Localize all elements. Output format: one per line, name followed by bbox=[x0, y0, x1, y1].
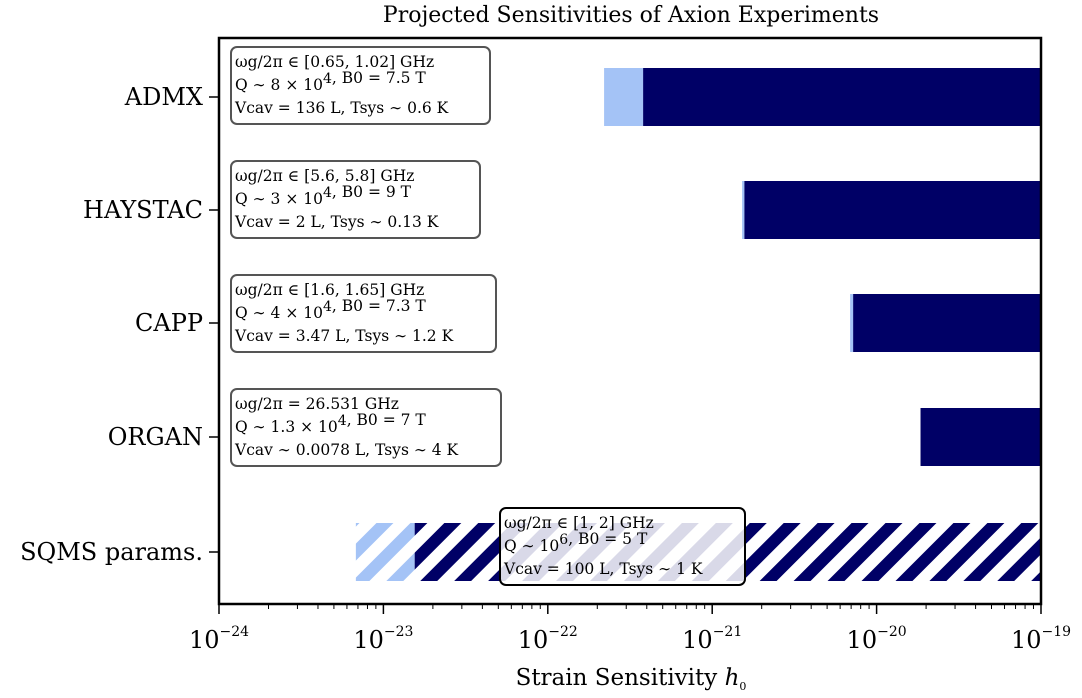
annotation-text: ωg/2π ∈ [0.65, 1.02] GHz bbox=[235, 53, 434, 71]
annotation-text: , B0 = 9 T bbox=[332, 183, 412, 201]
superscript: 4 bbox=[338, 413, 347, 429]
annotation-text: , B0 = 7.3 T bbox=[332, 297, 427, 315]
annotation-line: ωg/2π ∈ [1.6, 1.65] GHz bbox=[235, 281, 424, 299]
annotation-text: Vcav = 3.47 L, Tsys ∼ 1.2 K bbox=[234, 327, 454, 345]
annotation-line: Q ∼ 3 × 104, B0 = 9 T bbox=[235, 183, 412, 208]
y-axis: ADMX HAYSTAC CAPP ORGAN SQMS params. bbox=[20, 83, 219, 566]
annotation-text: Vcav = 100 L, Tsys ∼ 1 K bbox=[503, 560, 703, 578]
x-tick-label: 10−23 bbox=[353, 624, 413, 654]
annotation-line: Vcav = 3.47 L, Tsys ∼ 1.2 K bbox=[234, 327, 454, 345]
annotation-text: ωg/2π ∈ [1, 2] GHz bbox=[504, 514, 654, 532]
x-tick-base: 10 bbox=[189, 626, 220, 654]
annotation-frame bbox=[230, 274, 497, 353]
x-tick-label: 10−24 bbox=[189, 624, 249, 654]
x-tick-label: 10−22 bbox=[518, 624, 578, 654]
annotation-frame bbox=[230, 46, 491, 125]
annotation-text: , B0 = 7.5 T bbox=[332, 69, 427, 87]
annotation-frame bbox=[499, 507, 746, 586]
x-tick-label: 10−20 bbox=[847, 624, 907, 654]
annotation-text: Q ∼ 8 × 10 bbox=[235, 76, 323, 94]
annotation-text: ωg/2π = 26.531 GHz bbox=[235, 395, 399, 413]
x-tick-exponent: −24 bbox=[220, 624, 250, 640]
x-axis-label: Strain Sensitivity h0 bbox=[516, 665, 747, 693]
annotation-frame bbox=[230, 160, 481, 239]
superscript: 4 bbox=[323, 299, 332, 315]
annotation-line: Q ∼ 106, B0 = 5 T bbox=[504, 530, 648, 555]
annotation-line: Q ∼ 4 × 104, B0 = 7.3 T bbox=[235, 297, 426, 322]
x-axis: 10−24 10−23 10−22 10−21 10−20 10−19 bbox=[189, 604, 1071, 654]
annotation-line: ωg/2π = 26.531 GHz bbox=[235, 395, 399, 413]
bar-dark-2 bbox=[853, 294, 1041, 352]
annotation-text: Q ∼ 10 bbox=[504, 537, 559, 555]
annotation-text: Vcav ∼ 0.0078 L, Tsys ∼ 4 K bbox=[234, 441, 459, 459]
x-tick-label: 10−19 bbox=[1011, 624, 1071, 654]
y-tick-label: SQMS params. bbox=[20, 538, 203, 566]
x-axis-label-subscript: 0 bbox=[739, 680, 746, 693]
superscript: 4 bbox=[323, 71, 332, 87]
bar-light-0 bbox=[604, 68, 644, 126]
annotation-line: ωg/2π ∈ [5.6, 5.8] GHz bbox=[235, 167, 414, 185]
x-tick-exponent: −19 bbox=[1042, 624, 1072, 640]
x-tick-base: 10 bbox=[682, 626, 713, 654]
y-tick-label: CAPP bbox=[135, 309, 203, 337]
x-tick-exponent: −23 bbox=[384, 624, 414, 640]
annotation-frame bbox=[230, 388, 502, 467]
annotation-text: Vcav = 2 L, Tsys ∼ 0.13 K bbox=[234, 213, 439, 231]
annotation-text: Q ∼ 3 × 10 bbox=[235, 190, 323, 208]
annotation-text: Vcav = 136 L, Tsys ∼ 0.6 K bbox=[234, 99, 449, 117]
x-axis-label-symbol: h bbox=[725, 665, 740, 691]
annotation-text: , B0 = 7 T bbox=[347, 411, 427, 429]
x-tick-base: 10 bbox=[1011, 626, 1042, 654]
chart-title: Projected Sensitivities of Axion Experim… bbox=[383, 3, 879, 28]
annotation-line: ωg/2π ∈ [0.65, 1.02] GHz bbox=[235, 53, 434, 71]
annotation-text: , B0 = 5 T bbox=[568, 530, 648, 548]
annotation-line: Vcav = 100 L, Tsys ∼ 1 K bbox=[503, 560, 703, 578]
bar-light-1 bbox=[742, 181, 745, 239]
x-tick-base: 10 bbox=[353, 626, 384, 654]
bar-light-4 bbox=[355, 523, 415, 581]
y-tick-label: HAYSTAC bbox=[83, 196, 203, 224]
bar-light-2 bbox=[850, 294, 854, 352]
superscript: 6 bbox=[559, 532, 568, 548]
x-tick-label: 10−21 bbox=[682, 624, 742, 654]
annotation-text: ωg/2π ∈ [1.6, 1.65] GHz bbox=[235, 281, 424, 299]
annotation-line: Q ∼ 1.3 × 104, B0 = 7 T bbox=[235, 411, 426, 436]
bar-dark-0 bbox=[643, 68, 1041, 126]
x-tick-exponent: −22 bbox=[548, 624, 578, 640]
annotation-line: Q ∼ 8 × 104, B0 = 7.5 T bbox=[235, 69, 426, 94]
plot-frame bbox=[217, 36, 1043, 606]
annotation-text: ωg/2π ∈ [5.6, 5.8] GHz bbox=[235, 167, 414, 185]
bar-dark-3 bbox=[920, 408, 1041, 466]
x-tick-base: 10 bbox=[847, 626, 878, 654]
superscript: 4 bbox=[323, 185, 332, 201]
y-tick-label: ADMX bbox=[124, 83, 203, 111]
bar-dark-1 bbox=[744, 181, 1041, 239]
annotation-text: Q ∼ 1.3 × 10 bbox=[235, 418, 338, 436]
x-tick-exponent: −21 bbox=[713, 624, 743, 640]
x-axis-label-text: Strain Sensitivity bbox=[516, 665, 718, 691]
annotation-text: Q ∼ 4 × 10 bbox=[235, 304, 323, 322]
annotation-line: ωg/2π ∈ [1, 2] GHz bbox=[504, 514, 654, 532]
annotation-line: Vcav ∼ 0.0078 L, Tsys ∼ 4 K bbox=[234, 441, 459, 459]
x-tick-exponent: −20 bbox=[877, 624, 907, 640]
annotation-line: Vcav = 136 L, Tsys ∼ 0.6 K bbox=[234, 99, 449, 117]
y-tick-label: ORGAN bbox=[108, 423, 203, 451]
x-tick-base: 10 bbox=[518, 626, 549, 654]
annotation-line: Vcav = 2 L, Tsys ∼ 0.13 K bbox=[234, 213, 439, 231]
